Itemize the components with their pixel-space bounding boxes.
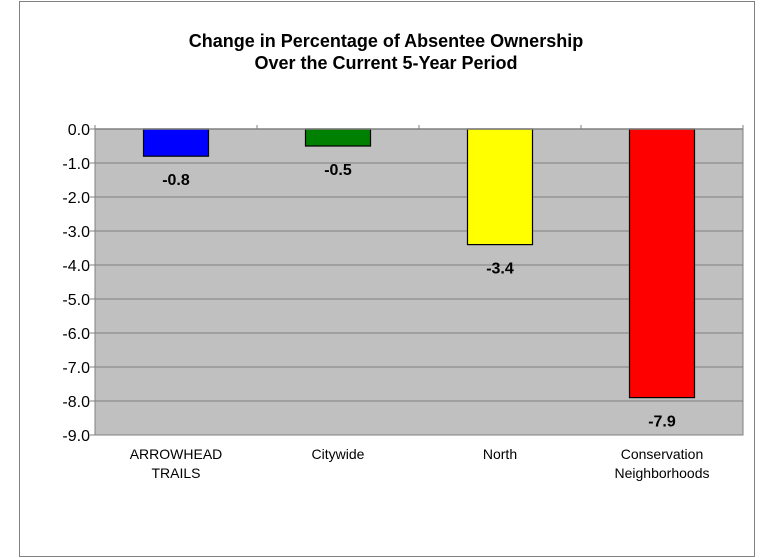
y-tick-label: -7.0 [62, 360, 90, 377]
data-label: -0.5 [324, 162, 352, 179]
bar [466, 128, 534, 246]
x-tick-label: Conservation [621, 446, 704, 462]
bar [628, 128, 696, 399]
y-tick-label: -1.0 [62, 156, 90, 173]
y-tick-label: -5.0 [62, 292, 90, 309]
y-tick-label: -9.0 [62, 428, 90, 445]
y-tick-label: -2.0 [62, 190, 90, 207]
y-tick-label: -6.0 [62, 326, 90, 343]
bar [304, 128, 372, 147]
y-tick-label: -8.0 [62, 394, 90, 411]
x-tick-label: North [483, 446, 517, 462]
x-tick-label: TRAILS [151, 465, 200, 481]
x-tick-label: ARROWHEAD [130, 446, 223, 462]
y-tick-label: -4.0 [62, 258, 90, 275]
x-tick-label: Citywide [312, 446, 365, 462]
data-label: -7.9 [648, 414, 676, 431]
chart-title-line-2: Over the Current 5-Year Period [254, 53, 518, 73]
data-label: -0.8 [162, 172, 190, 189]
bar [142, 128, 210, 157]
y-tick-label: 0.0 [68, 122, 90, 139]
chart-title: Change in Percentage of Absentee Ownersh… [0, 30, 772, 74]
y-tick-label: -3.0 [62, 224, 90, 241]
chart-title-line-1: Change in Percentage of Absentee Ownersh… [188, 31, 584, 51]
x-tick-label: Neighborhoods [615, 465, 710, 481]
data-label: -3.4 [486, 261, 514, 278]
